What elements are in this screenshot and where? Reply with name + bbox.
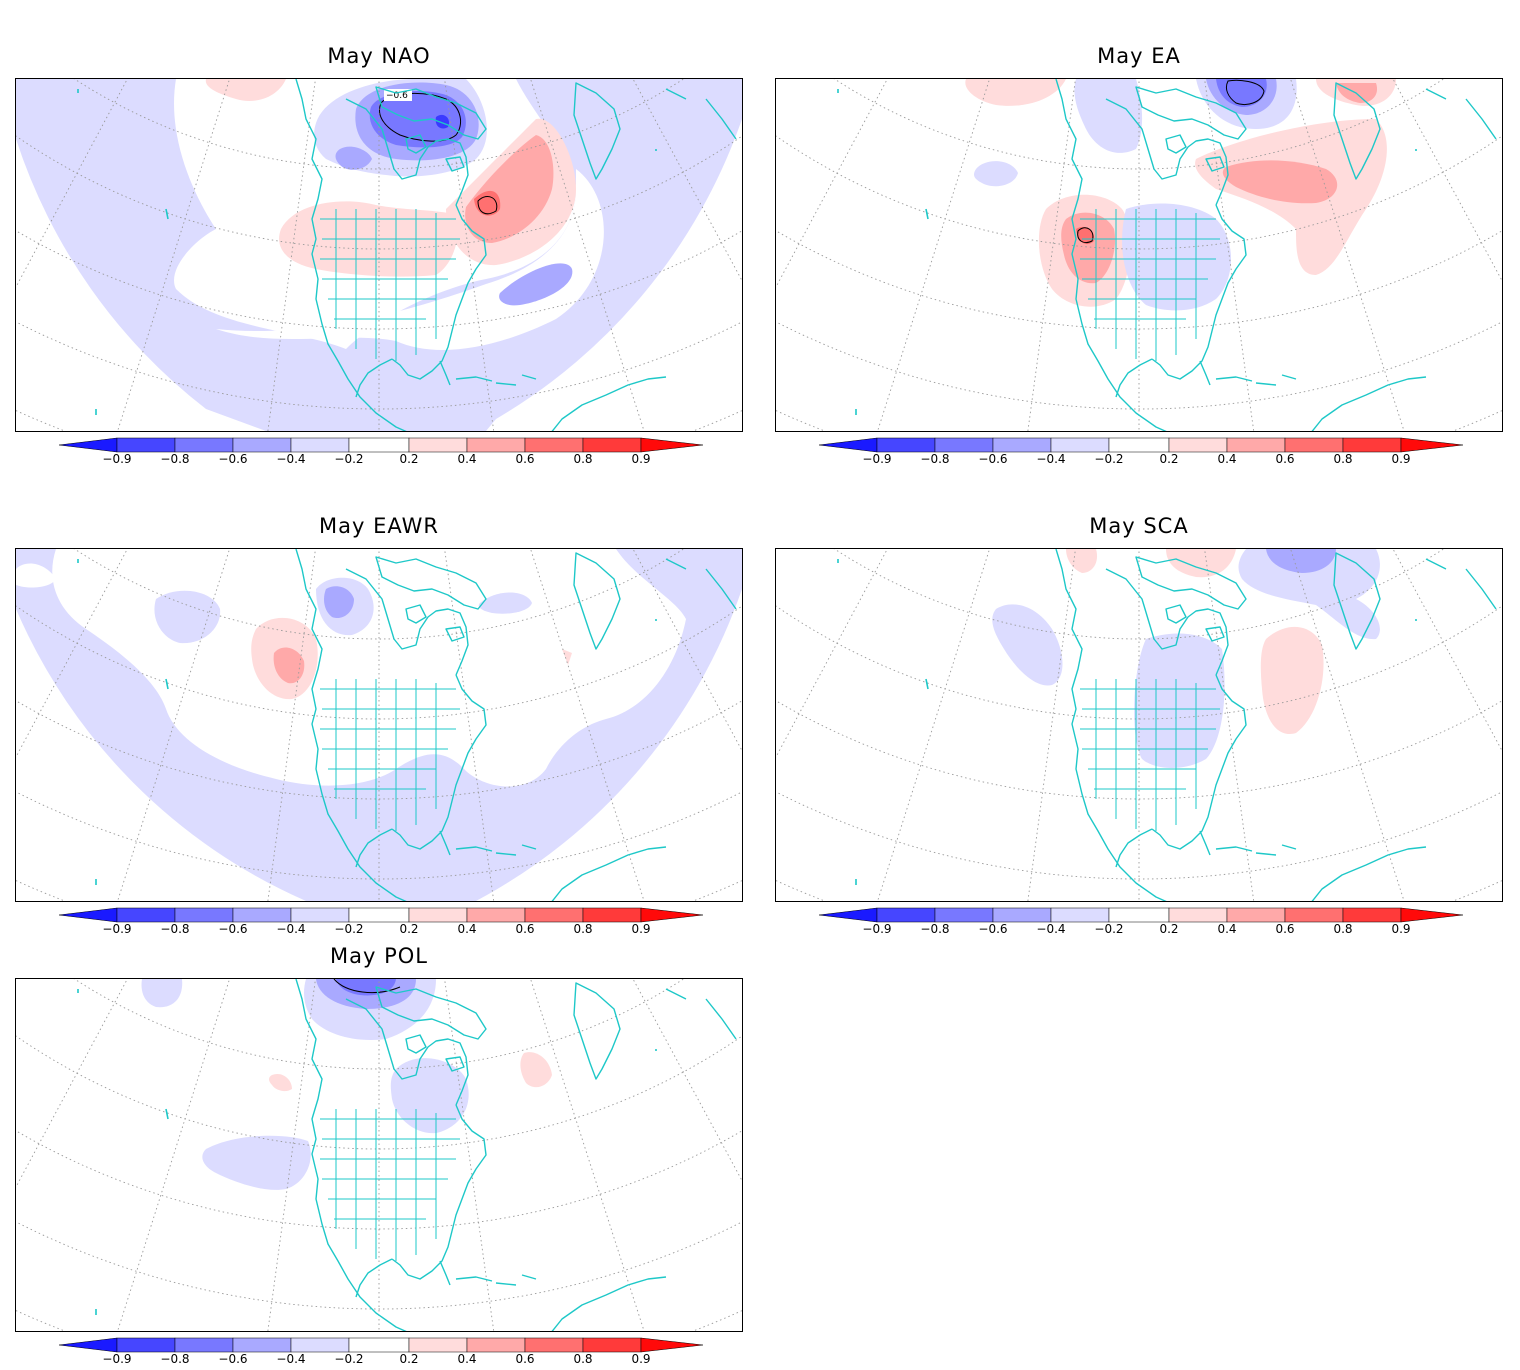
cb-label: 0.9 (631, 922, 651, 936)
cb-label: −0.8 (160, 922, 190, 936)
cb-label: −0.6 (978, 452, 1008, 466)
cb-label: −0.6 (218, 1352, 248, 1366)
cb-label: 0.6 (515, 1352, 535, 1366)
panel-title: May SCA (1089, 514, 1189, 538)
colorbar-swatches (58, 437, 704, 453)
cb-label: −0.9 (862, 922, 892, 936)
contour-label: −0.6 (386, 91, 408, 101)
cb-label: 0.6 (1275, 922, 1295, 936)
colorbar: −0.9 −0.8 −0.6 −0.4 −0.2 0.2 0.4 0.6 0.8… (818, 906, 1464, 936)
cb-label: −0.8 (160, 452, 190, 466)
cb-label: −0.4 (276, 922, 306, 936)
colorbar: −0.9 −0.8 −0.6 −0.4 −0.2 0.2 0.4 0.6 0.8… (818, 436, 1464, 466)
panel-title: May EA (1097, 44, 1181, 68)
cb-label: 0.6 (515, 452, 535, 466)
cb-label: 0.9 (1391, 922, 1411, 936)
map-nao[interactable]: −0.6 (15, 78, 743, 432)
cb-label: 0.9 (631, 452, 651, 466)
cb-label: −0.9 (102, 922, 132, 936)
colorbar-swatches (818, 437, 1464, 453)
cb-label: 0.4 (457, 922, 477, 936)
cb-label: −0.2 (334, 1352, 364, 1366)
map-eawr[interactable] (15, 548, 743, 902)
cb-label: −0.4 (276, 452, 306, 466)
cb-label: −0.2 (1094, 452, 1124, 466)
cb-label: 0.2 (399, 452, 419, 466)
cb-label: −0.8 (160, 1352, 190, 1366)
map-pol[interactable] (15, 978, 743, 1332)
cb-label: 0.4 (457, 452, 477, 466)
colorbar-swatches (58, 1337, 704, 1353)
panel-title: May POL (330, 944, 428, 968)
map-sca[interactable] (775, 548, 1503, 902)
cb-label: −0.8 (920, 922, 950, 936)
cb-label: 0.4 (1217, 922, 1237, 936)
cb-label: −0.4 (276, 1352, 306, 1366)
cb-label: −0.6 (978, 922, 1008, 936)
colorbar: −0.9 −0.8 −0.6 −0.4 −0.2 0.2 0.4 0.6 0.8… (58, 436, 704, 466)
cb-label: 0.8 (1333, 452, 1353, 466)
colorbar: −0.9 −0.8 −0.6 −0.4 −0.2 0.2 0.4 0.6 0.8… (58, 1336, 704, 1366)
cb-label: 0.2 (399, 922, 419, 936)
cb-label: 0.9 (1391, 452, 1411, 466)
colorbar-swatches (58, 907, 704, 923)
cb-label: 0.2 (1159, 922, 1179, 936)
cb-label: 0.9 (631, 1352, 651, 1366)
cb-label: −0.9 (102, 452, 132, 466)
cb-label: 0.8 (573, 452, 593, 466)
cb-label: −0.6 (218, 922, 248, 936)
cb-label: −0.4 (1036, 452, 1066, 466)
cb-label: 0.6 (515, 922, 535, 936)
cb-label: −0.2 (334, 922, 364, 936)
panel-title: May NAO (327, 44, 431, 68)
cb-label: 0.2 (1159, 452, 1179, 466)
cb-label: 0.8 (573, 922, 593, 936)
cb-label: 0.8 (1333, 922, 1353, 936)
colorbar-swatches (818, 907, 1464, 923)
cb-label: 0.4 (457, 1352, 477, 1366)
panel-title: May EAWR (319, 514, 439, 538)
cb-label: −0.9 (102, 1352, 132, 1366)
cb-label: 0.8 (573, 1352, 593, 1366)
cb-label: 0.2 (399, 1352, 419, 1366)
cb-label: −0.9 (862, 452, 892, 466)
colorbar: −0.9 −0.8 −0.6 −0.4 −0.2 0.2 0.4 0.6 0.8… (58, 906, 704, 936)
cb-label: −0.8 (920, 452, 950, 466)
cb-label: 0.4 (1217, 452, 1237, 466)
cb-label: 0.6 (1275, 452, 1295, 466)
cb-label: −0.2 (1094, 922, 1124, 936)
cb-label: −0.2 (334, 452, 364, 466)
cb-label: −0.4 (1036, 922, 1066, 936)
map-ea[interactable] (775, 78, 1503, 432)
cb-label: −0.6 (218, 452, 248, 466)
